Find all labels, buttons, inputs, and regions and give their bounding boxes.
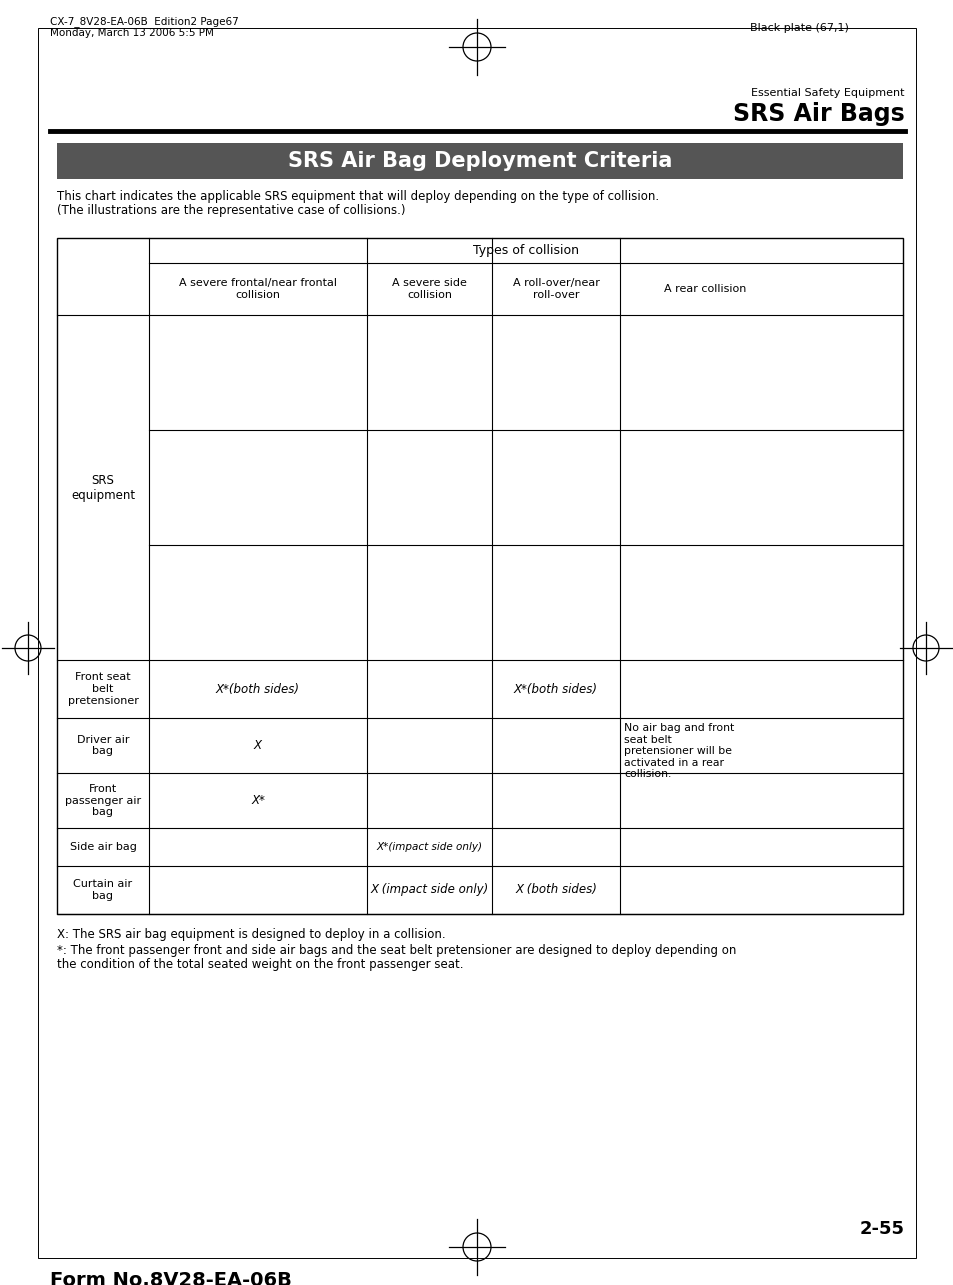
Text: Monday, March 13 2006 5:5 PM: Monday, March 13 2006 5:5 PM [50, 28, 213, 39]
Text: Front seat
belt
pretensioner: Front seat belt pretensioner [68, 672, 138, 705]
Text: X*: X* [251, 794, 265, 807]
Text: the condition of the total seated weight on the front passenger seat.: the condition of the total seated weight… [57, 959, 463, 971]
Text: X: X [253, 739, 262, 752]
Text: (The illustrations are the representative case of collisions.): (The illustrations are the representativ… [57, 204, 405, 217]
Text: Form No.8V28-EA-06B: Form No.8V28-EA-06B [50, 1271, 292, 1285]
Text: No air bag and front
seat belt
pretensioner will be
activated in a rear
collisio: No air bag and front seat belt pretensio… [623, 723, 734, 780]
Text: Essential Safety Equipment: Essential Safety Equipment [751, 87, 904, 98]
Text: Driver air
bag: Driver air bag [76, 735, 129, 757]
Text: SRS Air Bags: SRS Air Bags [733, 102, 904, 126]
Bar [57, 238, 902, 914]
Bar [57, 143, 902, 179]
Text: Front
passenger air
bag: Front passenger air bag [65, 784, 141, 817]
Text: A severe side
collision: A severe side collision [392, 278, 466, 299]
Text: X (both sides): X (both sides) [515, 884, 597, 897]
Text: This chart indicates the applicable SRS equipment that will deploy depending on : This chart indicates the applicable SRS … [57, 190, 659, 203]
Text: Types of collision: Types of collision [473, 244, 578, 257]
Text: X*(both sides): X*(both sides) [514, 682, 598, 695]
Text: A rear collision: A rear collision [663, 284, 745, 294]
Text: 2-55: 2-55 [859, 1219, 904, 1237]
Text: A severe frontal/near frontal
collision: A severe frontal/near frontal collision [179, 278, 336, 299]
Text: Black plate (67,1): Black plate (67,1) [749, 23, 848, 33]
Text: X*(impact side only): X*(impact side only) [376, 842, 482, 852]
Text: X*(both sides): X*(both sides) [215, 682, 299, 695]
Text: A roll-over/near
roll-over: A roll-over/near roll-over [512, 278, 598, 299]
Text: Side air bag: Side air bag [70, 842, 136, 852]
Text: CX-7_8V28-EA-06B  Edition2 Page67: CX-7_8V28-EA-06B Edition2 Page67 [50, 15, 238, 27]
Text: Curtain air
bag: Curtain air bag [73, 879, 132, 901]
Text: SRS
equipment: SRS equipment [71, 473, 135, 501]
Text: *: The front passenger front and side air bags and the seat belt pretensioner ar: *: The front passenger front and side ai… [57, 944, 736, 957]
Text: X: The SRS air bag equipment is designed to deploy in a collision.: X: The SRS air bag equipment is designed… [57, 928, 445, 941]
Text: SRS Air Bag Deployment Criteria: SRS Air Bag Deployment Criteria [288, 152, 672, 171]
Text: X (impact side only): X (impact side only) [370, 884, 488, 897]
